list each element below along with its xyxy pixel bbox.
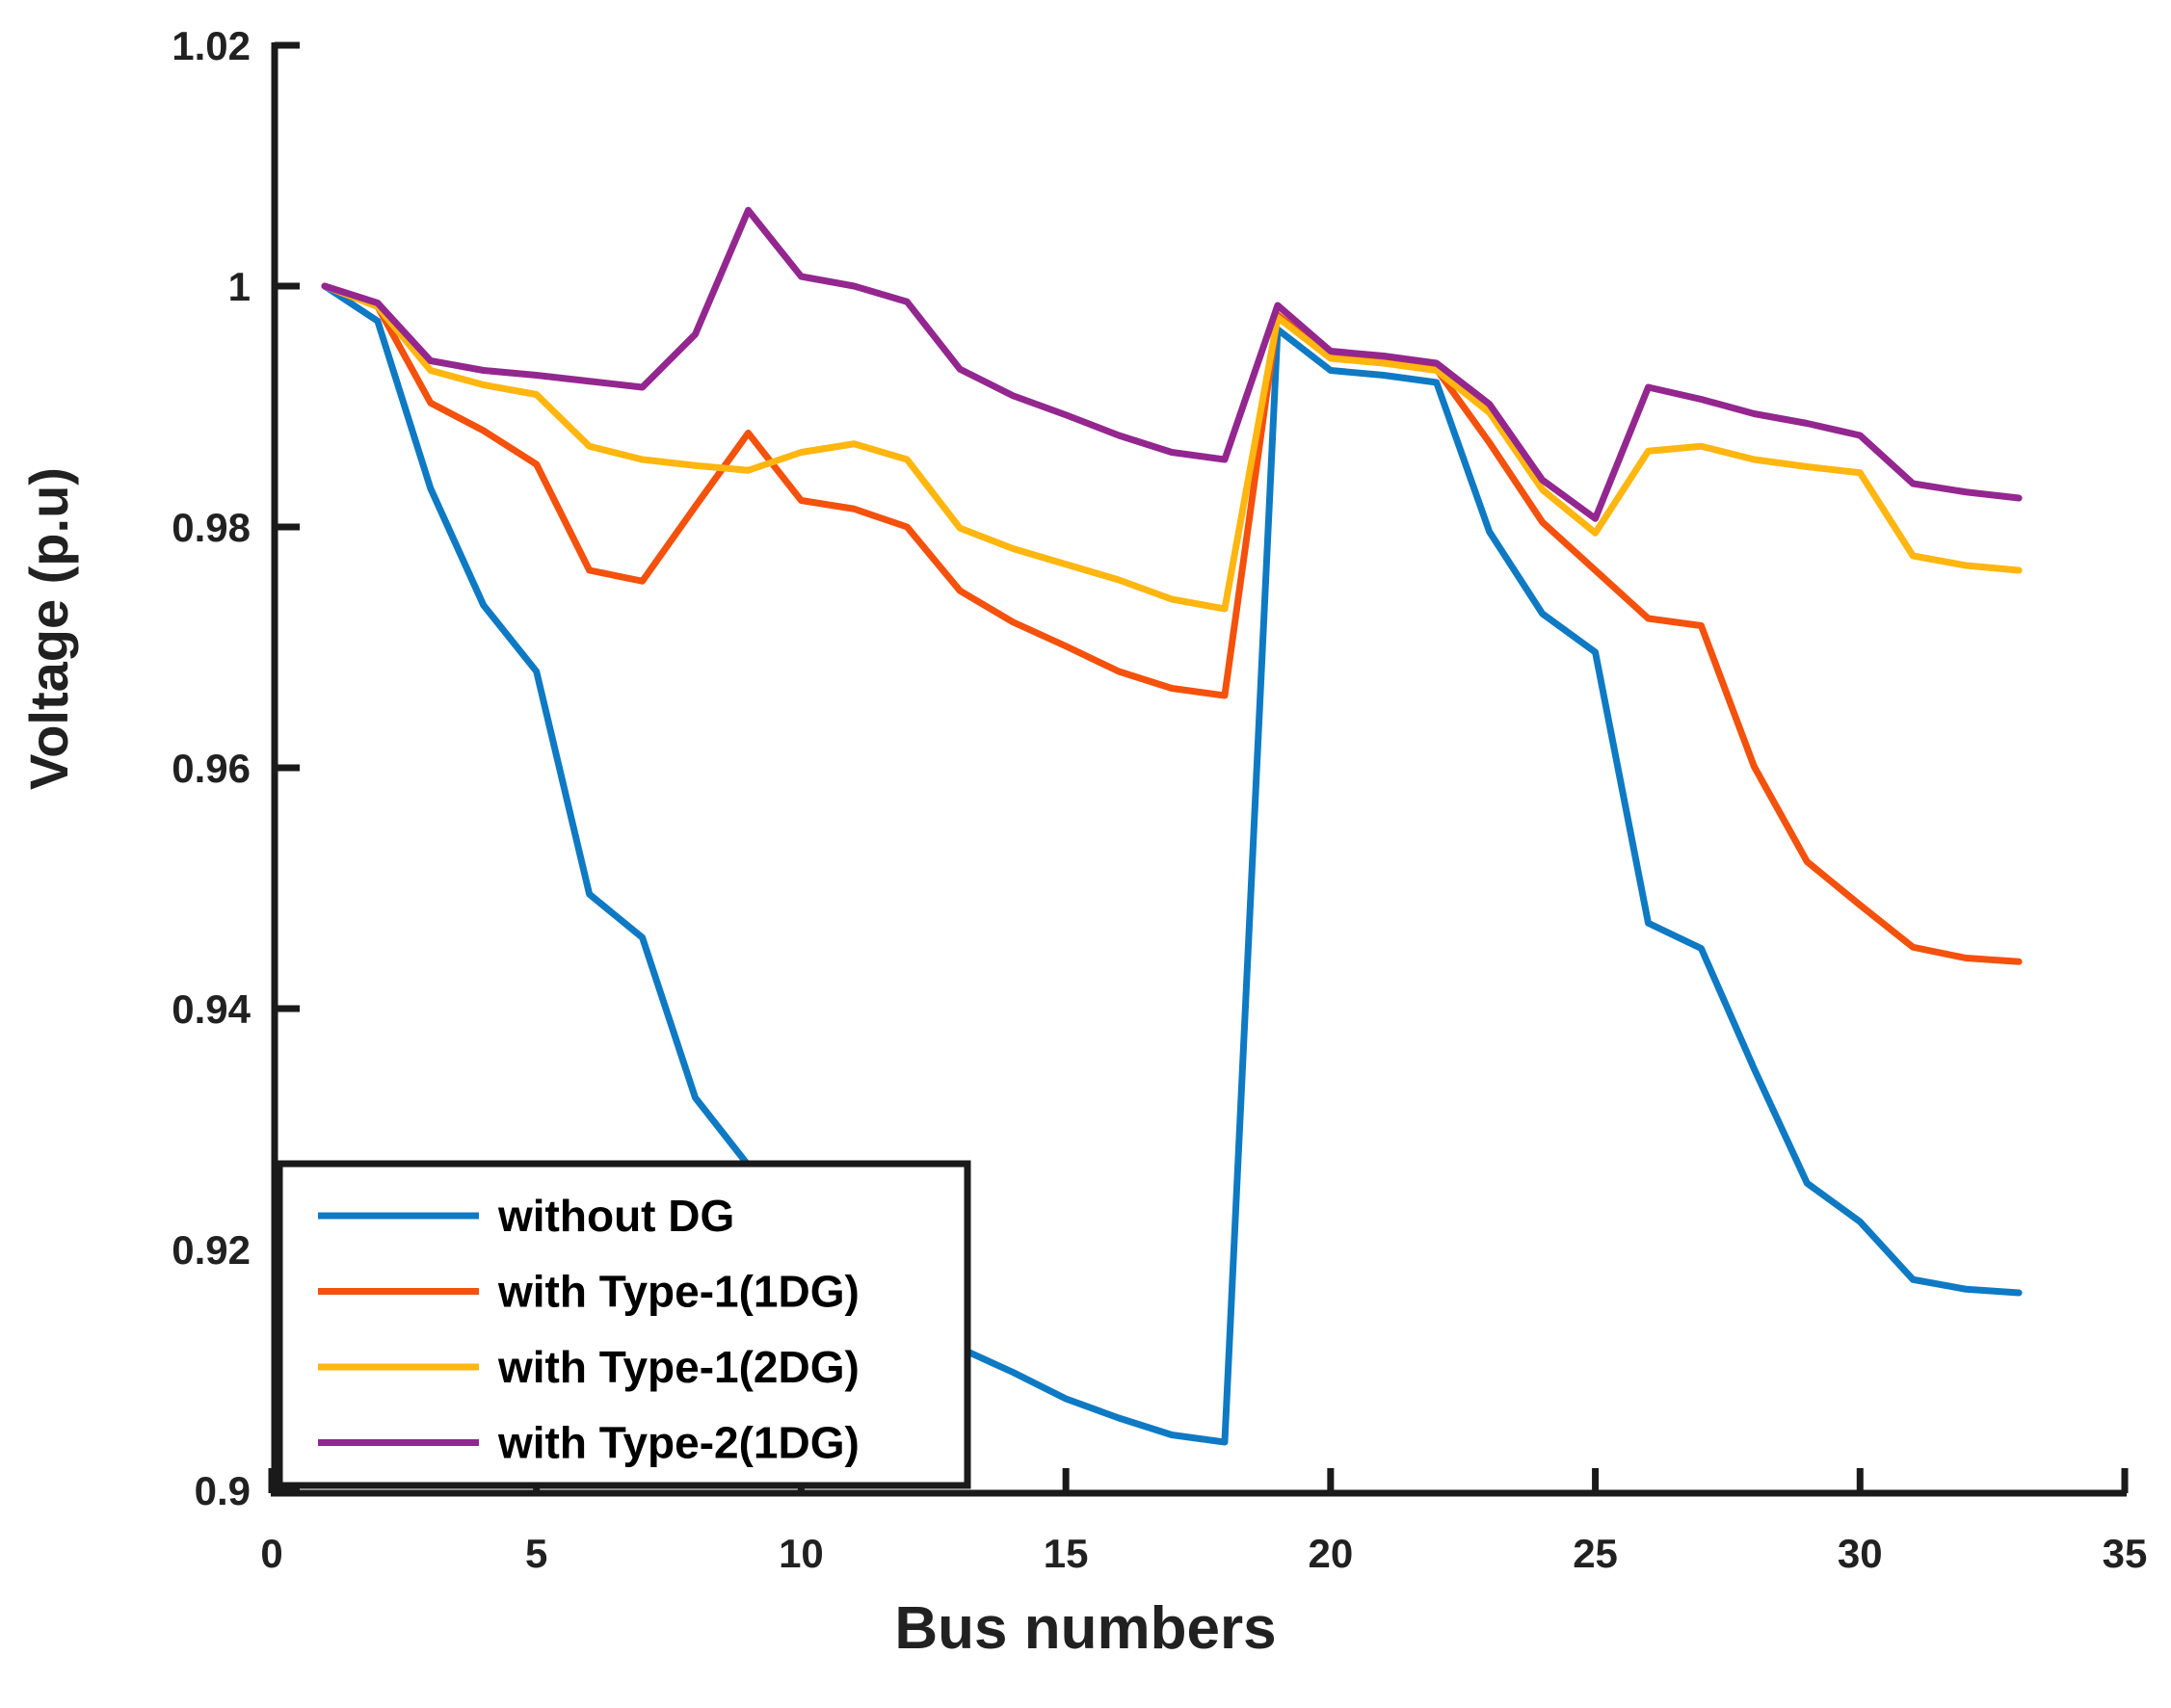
x-tick-label: 15 — [1044, 1531, 1089, 1576]
x-tick-label: 25 — [1573, 1531, 1618, 1576]
x-tick-label: 20 — [1308, 1531, 1353, 1576]
y-tick-label: 0.92 — [172, 1227, 251, 1273]
y-tick-label: 0.96 — [172, 746, 251, 791]
series-line-with-type-1-1dg- — [321, 282, 2023, 965]
x-tick-label: 0 — [260, 1531, 282, 1576]
series-line-with-type-1-2dg- — [321, 282, 2023, 613]
x-axis-title: Bus numbers — [894, 1595, 1277, 1662]
series-line-without-dg — [321, 282, 2023, 1446]
y-tick-label: 0.94 — [172, 986, 251, 1032]
x-tick-label: 35 — [2103, 1531, 2148, 1576]
y-tick-label: 1.02 — [172, 23, 251, 68]
legend-label-1: without DG — [497, 1191, 734, 1241]
legend: without DG with Type-1(1DG) with Type-1(2D… — [276, 1160, 971, 1489]
x-tick-label: 30 — [1838, 1531, 1883, 1576]
series-line-with-type-2-1dg- — [321, 206, 2023, 522]
x-tick-label: 5 — [525, 1531, 547, 1576]
legend-label-3: with Type-1(2DG) — [497, 1342, 860, 1392]
x-tick-label: 10 — [779, 1531, 824, 1576]
legend-label-4: with Type-2(1DG) — [497, 1418, 860, 1468]
y-axis-title: Voltage (p.u) — [18, 467, 79, 790]
series-lines — [321, 206, 2023, 1446]
legend-label-2: with Type-1(1DG) — [497, 1267, 860, 1317]
y-tick-label: 0.9 — [195, 1468, 251, 1513]
axes: 0.9 0.92 0.94 0.96 0.98 1 1.02 0 5 10 15 20 25 30 35 — [172, 23, 2147, 1576]
y-tick-label: 1 — [228, 264, 251, 309]
y-tick-label: 0.98 — [172, 505, 251, 550]
